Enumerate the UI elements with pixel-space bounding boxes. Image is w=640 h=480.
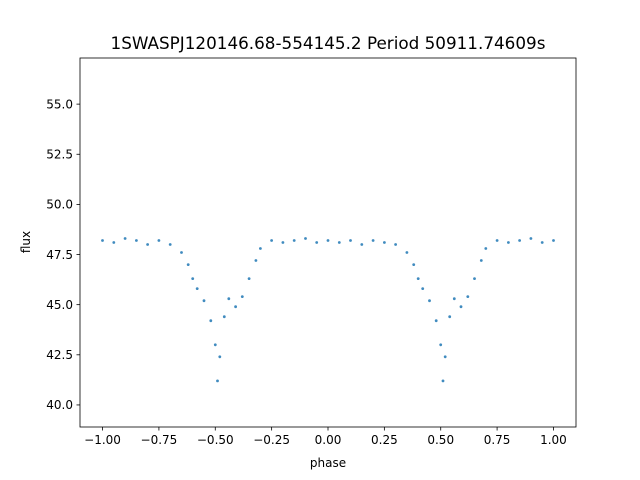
data-point xyxy=(123,237,127,240)
data-point xyxy=(180,251,183,254)
y-axis-label: flux xyxy=(19,231,33,253)
data-point xyxy=(540,241,544,244)
data-point xyxy=(168,243,172,246)
data-point xyxy=(383,241,386,244)
data-point xyxy=(247,277,251,280)
data-point xyxy=(405,251,409,254)
data-point xyxy=(186,263,190,266)
y-tick-label: 42.5 xyxy=(46,348,73,362)
data-point xyxy=(428,299,431,303)
data-point xyxy=(466,295,470,298)
data-point xyxy=(191,277,195,280)
data-point xyxy=(326,239,330,242)
data-point xyxy=(270,239,273,242)
data-point xyxy=(371,239,375,242)
data-point xyxy=(360,243,364,246)
data-point xyxy=(101,239,104,242)
x-tick-label: −0.75 xyxy=(141,433,178,447)
data-point xyxy=(421,287,425,290)
y-tick-label: 52.5 xyxy=(46,148,73,162)
data-point xyxy=(259,247,262,250)
data-point xyxy=(518,239,521,242)
data-point xyxy=(441,379,445,383)
x-tick-label: 0.25 xyxy=(371,433,398,447)
data-point xyxy=(552,239,555,242)
axes: −1.00 −0.75 −0.50 −0.25 0.00 0.25 0.50 0.75 1.00… xyxy=(46,57,577,447)
data-point xyxy=(473,277,476,280)
data-point xyxy=(439,343,443,347)
y-tick-label: 47.5 xyxy=(46,248,73,262)
data-point xyxy=(394,243,397,246)
data-point xyxy=(452,297,456,301)
data-point xyxy=(448,315,452,319)
data-point xyxy=(135,239,138,242)
data-point xyxy=(202,299,206,303)
data-point xyxy=(412,263,416,266)
x-tick-label: 0.00 xyxy=(315,433,342,447)
y-tick-label: 45.0 xyxy=(46,298,73,312)
data-point xyxy=(484,247,488,250)
data-point xyxy=(227,297,231,301)
data-point xyxy=(218,355,222,359)
data-point xyxy=(434,319,438,323)
data-point xyxy=(195,287,199,290)
data-point xyxy=(213,343,217,347)
y-tick-label: 55.0 xyxy=(46,97,73,111)
data-point xyxy=(292,239,296,242)
data-point xyxy=(495,239,499,242)
data-point xyxy=(281,241,285,244)
data-point xyxy=(254,259,258,262)
data-point xyxy=(443,355,447,359)
y-tick-label: 40.0 xyxy=(46,398,73,412)
data-point xyxy=(157,239,161,242)
data-point xyxy=(240,295,244,298)
data-point xyxy=(349,239,352,242)
data-point xyxy=(459,305,463,309)
x-tick-label: 0.75 xyxy=(484,433,511,447)
x-axis-label: phase xyxy=(310,456,346,470)
x-tick-label: 1.00 xyxy=(540,433,567,447)
x-tick-label: −0.50 xyxy=(197,433,234,447)
data-point xyxy=(112,241,116,244)
x-tick-label: 0.50 xyxy=(427,433,454,447)
data-point xyxy=(222,315,226,319)
plot-area xyxy=(101,237,555,383)
data-point xyxy=(337,241,341,244)
y-tick-label: 50.0 xyxy=(46,198,73,212)
x-tick-label: −0.25 xyxy=(253,433,290,447)
data-point xyxy=(507,241,510,244)
data-point xyxy=(234,305,238,309)
data-point xyxy=(209,319,213,323)
chart-title: 1SWASPJ120146.68-554145.2 Period 50911.7… xyxy=(111,33,546,53)
data-point xyxy=(216,379,219,383)
x-tick-label: −1.00 xyxy=(84,433,121,447)
data-point xyxy=(529,237,533,240)
data-point xyxy=(304,237,307,240)
data-point xyxy=(416,277,420,280)
data-point xyxy=(479,259,483,262)
data-point xyxy=(315,241,319,244)
data-point xyxy=(146,243,150,246)
